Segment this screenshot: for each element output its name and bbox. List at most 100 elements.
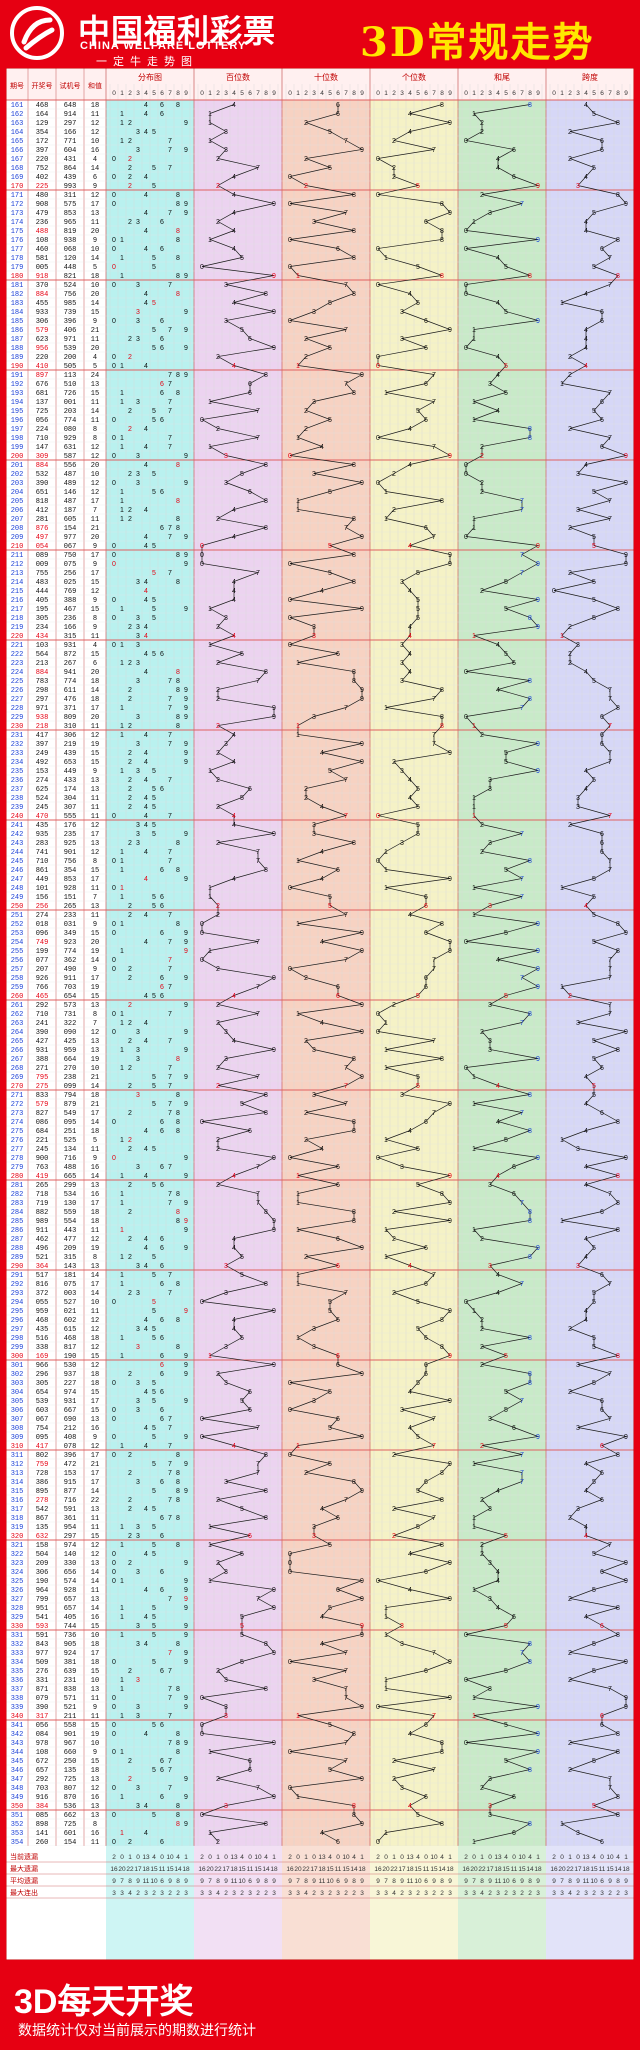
trend-point: 7 — [608, 1776, 612, 1783]
trend-point: 5 — [240, 1614, 244, 1621]
trend-point: 1 — [384, 516, 388, 523]
trend-point: 8 — [264, 1110, 268, 1117]
trend-point: 9 — [360, 1029, 364, 1036]
distribution-digit: 6 — [160, 381, 164, 388]
trend-point: 2 — [480, 1236, 484, 1243]
distribution-digit: 5 — [152, 1623, 156, 1630]
trend-point: 5 — [416, 597, 420, 604]
stat-value: 15 — [414, 1866, 422, 1873]
trend-point: 9 — [448, 453, 452, 460]
issue-number: 348 — [11, 1785, 24, 1793]
sum-value: 18 — [91, 1659, 99, 1667]
distribution-digit: 9 — [184, 372, 188, 379]
distribution-digit: 4 — [144, 588, 148, 595]
stat-value: 9 — [272, 1878, 276, 1885]
sum-value: 15 — [91, 1533, 99, 1541]
issue-number: 337 — [11, 1686, 24, 1694]
stat-value: 8 — [128, 1878, 132, 1885]
draw-number: 397 — [36, 147, 49, 155]
distribution-digit: 2 — [128, 1560, 132, 1567]
distribution-digit: 5 — [152, 1326, 156, 1333]
trend-point: 8 — [616, 705, 620, 712]
distribution-digit: 6 — [160, 984, 164, 991]
draw-number: 783 — [36, 678, 49, 686]
trend-point: 4 — [584, 1488, 588, 1495]
distribution-digit: 2 — [128, 408, 132, 415]
sum-value: 8 — [93, 1254, 97, 1262]
trend-point: 8 — [616, 1200, 620, 1207]
stat-value: 1 — [448, 1854, 452, 1861]
stat-value: 1 — [360, 1854, 364, 1861]
trend-line — [553, 104, 628, 1842]
trend-point: 0 — [464, 714, 468, 721]
distribution-digit: 7 — [168, 1785, 172, 1792]
trend-point: 3 — [312, 1524, 316, 1531]
distribution-digit: 3 — [136, 1407, 140, 1414]
stat-value: 17 — [310, 1866, 318, 1873]
trend-point: 8 — [264, 1488, 268, 1495]
sum-value: 16 — [91, 147, 99, 155]
distribution-digit: 5 — [152, 1254, 156, 1261]
issue-number: 334 — [11, 1659, 24, 1667]
distribution-digit: 9 — [184, 1074, 188, 1081]
draw-number: 419 — [36, 1173, 49, 1181]
issue-number: 347 — [11, 1776, 24, 1784]
distribution-digit: 9 — [184, 1173, 188, 1180]
draw-number: 274 — [36, 912, 49, 920]
test-draw-number: 521 — [64, 1704, 77, 1712]
issue-number: 331 — [11, 1632, 24, 1640]
issue-number: 320 — [11, 1533, 24, 1541]
distribution-digit: 0 — [112, 1011, 116, 1018]
trend-point: 4 — [584, 669, 588, 676]
trend-point: 5 — [328, 1767, 332, 1774]
digit-header: 6 — [248, 90, 252, 97]
distribution-digit: 9 — [184, 120, 188, 127]
trend-point: 5 — [416, 264, 420, 271]
distribution-digit: 3 — [136, 1290, 140, 1297]
distribution-digit: 7 — [168, 1443, 172, 1450]
trend-point: 2 — [568, 1677, 572, 1684]
distribution-digit: 7 — [168, 1497, 172, 1504]
trend-point: 7 — [344, 912, 348, 919]
trend-point: 5 — [328, 570, 332, 577]
trend-point: 9 — [360, 1821, 364, 1828]
issue-number: 175 — [11, 228, 24, 236]
draw-number: 676 — [36, 381, 49, 389]
draw-number: 521 — [36, 1254, 49, 1262]
issue-number: 231 — [11, 732, 24, 740]
trend-point: 4 — [320, 876, 324, 883]
issue-number: 214 — [11, 579, 24, 587]
distribution-digit: 0 — [112, 642, 116, 649]
stat-value: 3 — [384, 1890, 388, 1897]
trend-point: 9 — [624, 1155, 628, 1162]
trend-point: 3 — [576, 183, 580, 190]
trend-point: 5 — [592, 1056, 596, 1063]
digit-header: 5 — [416, 90, 420, 97]
issue-number: 219 — [11, 624, 24, 632]
stat-value: 2 — [608, 1890, 612, 1897]
draw-number: 305 — [36, 1380, 49, 1388]
trend-point: 7 — [432, 444, 436, 451]
stat-value: 16 — [374, 1866, 382, 1873]
distribution-digit: 1 — [120, 363, 124, 370]
test-draw-number: 330 — [64, 1560, 77, 1568]
distribution-digit: 8 — [176, 1110, 180, 1117]
trend-point: 6 — [248, 1407, 252, 1414]
trend-point: 4 — [496, 687, 500, 694]
test-draw-number: 654 — [64, 993, 77, 1001]
distribution-digit: 4 — [144, 543, 148, 550]
trend-point: 2 — [480, 480, 484, 487]
trend-point: 1 — [208, 642, 212, 649]
distribution-digit: 4 — [144, 804, 148, 811]
trend-point: 7 — [608, 1002, 612, 1009]
distribution-digit: 9 — [184, 327, 188, 334]
trend-point: 1 — [384, 1020, 388, 1027]
trend-point: 3 — [312, 822, 316, 829]
draw-number: 492 — [36, 759, 49, 767]
distribution-digit: 7 — [168, 210, 172, 217]
distribution-digit: 1 — [120, 1254, 124, 1261]
trend-point: 7 — [608, 435, 612, 442]
draw-number: 871 — [36, 1686, 49, 1694]
distribution-digit: 8 — [176, 462, 180, 469]
trend-point: 1 — [384, 390, 388, 397]
